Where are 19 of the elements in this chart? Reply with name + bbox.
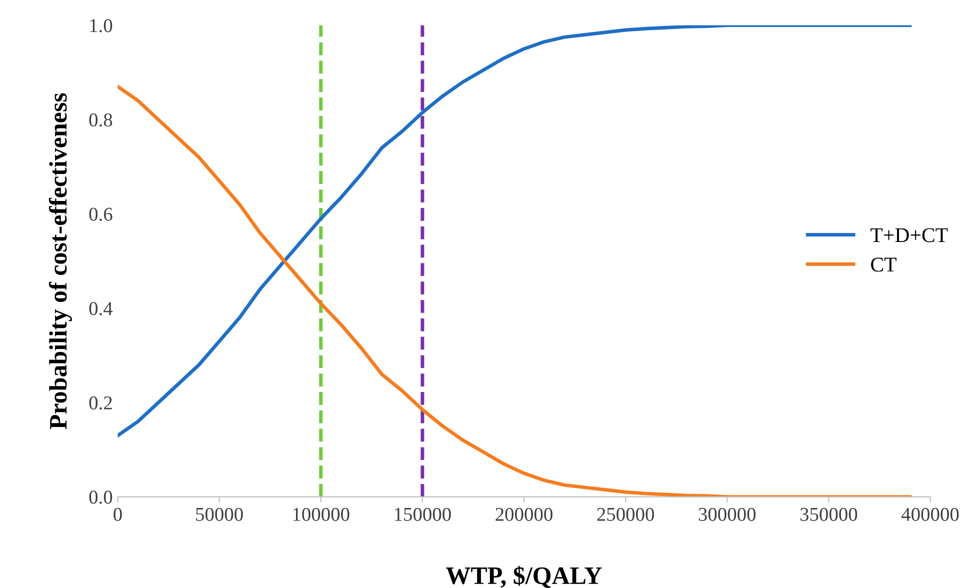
x-tick-label: 50000: [196, 508, 243, 521]
x-tick-label: 350000: [800, 508, 858, 521]
legend-label: CT: [871, 258, 896, 272]
x-tick-label: 0: [114, 508, 122, 521]
y-tick-label: 1.0: [90, 19, 112, 32]
x-tick-label: 400000: [901, 508, 959, 521]
y-tick-label: 0.0: [89, 490, 112, 504]
x-tick-label: 100000: [293, 508, 350, 521]
legend-label: T+D+CT: [870, 228, 948, 242]
y-tick-label: 0.8: [89, 113, 112, 127]
y-tick-label: 0.4: [89, 302, 113, 316]
y-axis-title: Probability of cost-effectiveness: [48, 93, 72, 430]
x-tick-label: 200000: [496, 508, 552, 521]
x-tick-label: 250000: [597, 508, 654, 521]
x-axis-title: WTP, $/QALY: [446, 566, 602, 588]
x-tick-label: 300000: [698, 508, 756, 521]
x-tick-label: 150000: [394, 508, 451, 521]
y-tick-label: 0.6: [89, 208, 112, 221]
y-tick-label: 0.2: [89, 396, 112, 410]
